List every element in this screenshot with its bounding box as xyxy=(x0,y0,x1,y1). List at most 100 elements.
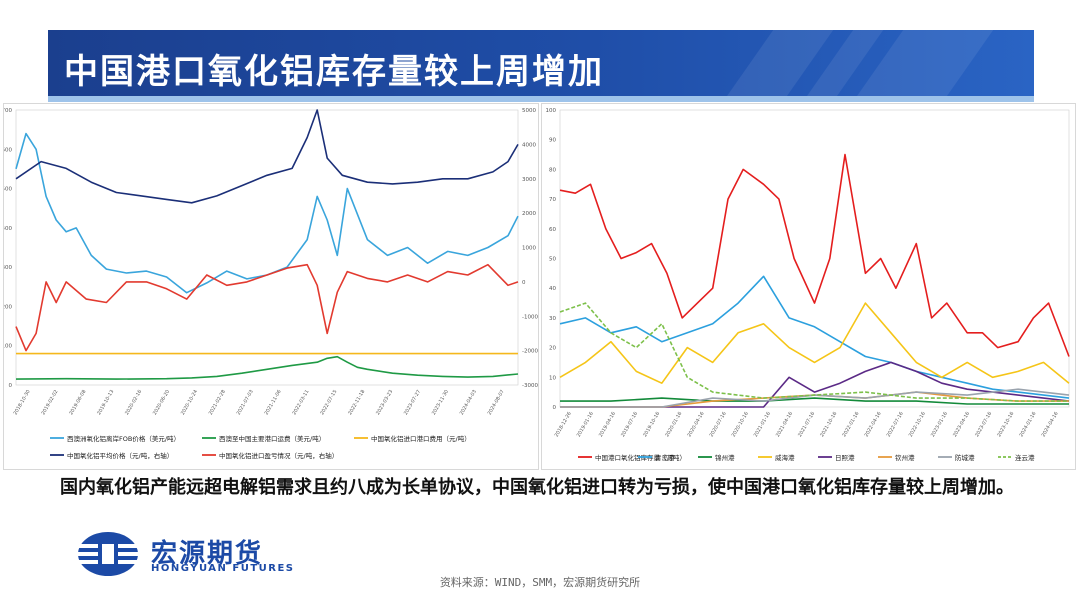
x-tick-label: 2019-10-13 xyxy=(96,389,115,416)
y-tick-label: 40 xyxy=(549,286,556,292)
series-line xyxy=(559,153,1070,357)
x-tick-label: 2021-11-06 xyxy=(264,389,283,416)
legend-label: 日照港 xyxy=(835,453,855,462)
y-tick-label: 400 xyxy=(4,226,12,232)
x-tick-label: 2020-01-16 xyxy=(664,411,683,438)
plot-frame xyxy=(15,109,519,386)
page-title: 中国港口氧化铝库存量较上周增加 xyxy=(64,52,604,92)
y2-tick-label: 0 xyxy=(522,280,526,286)
y-tick-label: 0 xyxy=(553,405,557,411)
x-tick-label: 2024-04-03 xyxy=(459,389,478,416)
x-tick-label: 2019-04-16 xyxy=(598,411,617,438)
series-line xyxy=(559,302,1069,402)
x-tick-label: 2020-10-24 xyxy=(180,389,199,416)
x-tick-label: 2021-02-28 xyxy=(208,389,227,416)
x-tick-label: 2023-10-16 xyxy=(996,411,1015,438)
y-tick-label: 100 xyxy=(546,108,557,114)
y-tick-label: 50 xyxy=(549,257,556,263)
y-tick-label: 700 xyxy=(4,108,12,114)
right-chart-panel: 0 10 20 30 40 50 60 70 80 90 100 2018-12-26 2019-01-… xyxy=(541,103,1076,470)
x-tick-label: 2021-01-16 xyxy=(753,411,772,438)
y-tick-label: 0 xyxy=(9,383,13,389)
y-tick-label: 80 xyxy=(549,167,556,173)
x-tick-label: 2023-04-16 xyxy=(952,411,971,438)
x-tick-label: 2020-07-16 xyxy=(709,411,728,438)
y-tick-label: 200 xyxy=(4,304,12,310)
legend-label: 防城港 xyxy=(955,453,975,462)
legend-label: 西澳至中国主要港口运费（美元/吨） xyxy=(219,434,325,443)
company-logo xyxy=(78,532,138,576)
y2-tick-label: 2000 xyxy=(522,211,536,217)
y2-tick-label: -2000 xyxy=(522,349,538,355)
x-tick-label: 2022-03-11 xyxy=(291,389,310,416)
x-tick-label: 2020-04-16 xyxy=(686,411,705,438)
series-line xyxy=(15,355,519,380)
series-line xyxy=(560,388,1070,408)
y-tick-label: 90 xyxy=(549,138,556,144)
x-tick-label: 2020-02-16 xyxy=(124,389,143,416)
legend-label: 中国氧化铝进口港口费用（元/吨） xyxy=(371,434,471,443)
title-banner xyxy=(48,30,1034,102)
source-note: 资料来源：WIND，SMM，宏源期货研究所 xyxy=(439,576,641,589)
series-line xyxy=(15,132,519,294)
y2-tick-label: 5000 xyxy=(522,108,536,114)
x-tick-label: 2019-10-16 xyxy=(642,411,661,438)
y-tick-label: 300 xyxy=(4,265,12,271)
y-tick-label: 500 xyxy=(4,187,12,193)
x-tick-label: 2023-03-23 xyxy=(375,389,394,416)
x-tick-label: 2023-01-16 xyxy=(930,411,949,438)
port-inventory-chart: 0 10 20 30 40 50 60 70 80 90 100 2018-12-26 2019-01-… xyxy=(546,108,1070,462)
x-tick-label: 2022-11-18 xyxy=(347,389,366,416)
x-tick-label: 2023-11-30 xyxy=(431,389,450,416)
left-chart-panel: 0 100 200 300 400 500 600 700 -3000 -2000 -1000 0 10… xyxy=(3,103,539,470)
series-line xyxy=(559,302,1070,385)
x-tick-label: 2021-07-16 xyxy=(797,411,816,438)
y2-tick-label: 4000 xyxy=(522,142,536,148)
logo-text-cn: 宏源期货 xyxy=(151,539,264,569)
x-tick-label: 2021-07-03 xyxy=(236,389,255,416)
legend-label: 西澳洲氧化铝离岸FOB价格（美元/吨） xyxy=(67,434,180,443)
y-tick-label: 600 xyxy=(4,147,12,153)
y-tick-label: 70 xyxy=(549,197,556,203)
analysis-caption: 国内氧化铝产能远超电解铝需求且约八成为长单协议，中国氧化铝进口转为亏损，使中国港… xyxy=(60,477,1014,498)
x-tick-label: 2021-10-16 xyxy=(819,411,838,438)
x-tick-label: 2023-07-16 xyxy=(974,411,993,438)
x-tick-label: 2022-01-16 xyxy=(841,411,860,438)
x-tick-label: 2019-07-16 xyxy=(620,411,639,438)
series-line xyxy=(15,263,519,352)
x-tick-label: 2021-04-16 xyxy=(775,411,794,438)
y2-tick-label: -1000 xyxy=(522,314,538,320)
x-tick-label: 2022-07-16 xyxy=(886,411,905,438)
x-tick-label: 2024-01-16 xyxy=(1018,411,1037,438)
legend-label: 钦州港 xyxy=(895,453,915,462)
series-line xyxy=(560,361,1070,408)
x-tick-label: 2018-10-30 xyxy=(13,389,32,416)
y-tick-label: 20 xyxy=(549,346,556,352)
x-tick-label: 2022-07-15 xyxy=(319,389,338,416)
y2-tick-label: 1000 xyxy=(522,246,536,252)
x-tick-label: 2019-06-08 xyxy=(68,389,87,416)
x-tick-label: 2024-08-07 xyxy=(487,389,506,416)
x-tick-label: 2020-10-16 xyxy=(731,411,750,438)
plot-frame xyxy=(559,109,1070,408)
y-tick-label: 10 xyxy=(549,375,556,381)
logo-text-en: HONGYUAN FUTURES xyxy=(151,563,295,574)
x-tick-label: 2024-04-16 xyxy=(1041,411,1060,438)
x-tick-label: 2018-12-26 xyxy=(554,411,573,438)
y-tick-label: 100 xyxy=(4,344,12,350)
alumina-price-chart: 0 100 200 300 400 500 600 700 -3000 -2000 -1000 0 10… xyxy=(4,108,538,460)
x-tick-label: 2022-04-16 xyxy=(863,411,882,438)
y-tick-label: 30 xyxy=(549,316,556,322)
logo-mark-icon xyxy=(78,532,138,576)
y2-tick-label: 3000 xyxy=(522,177,536,183)
x-tick-label: 2019-02-02 xyxy=(40,389,59,416)
y-tick-label: 60 xyxy=(549,227,556,233)
legend-label: 青岛港 xyxy=(655,453,675,462)
legend-label: 威海港 xyxy=(775,453,795,462)
legend-label: 锦州港 xyxy=(715,453,735,462)
x-tick-label: 2022-10-16 xyxy=(908,411,927,438)
legend-label: 中国氧化铝进口盈亏情况（元/吨，右轴） xyxy=(219,451,338,460)
series-line xyxy=(559,275,1070,399)
legend-label: 连云港 xyxy=(1015,453,1035,462)
series-line xyxy=(15,109,519,204)
